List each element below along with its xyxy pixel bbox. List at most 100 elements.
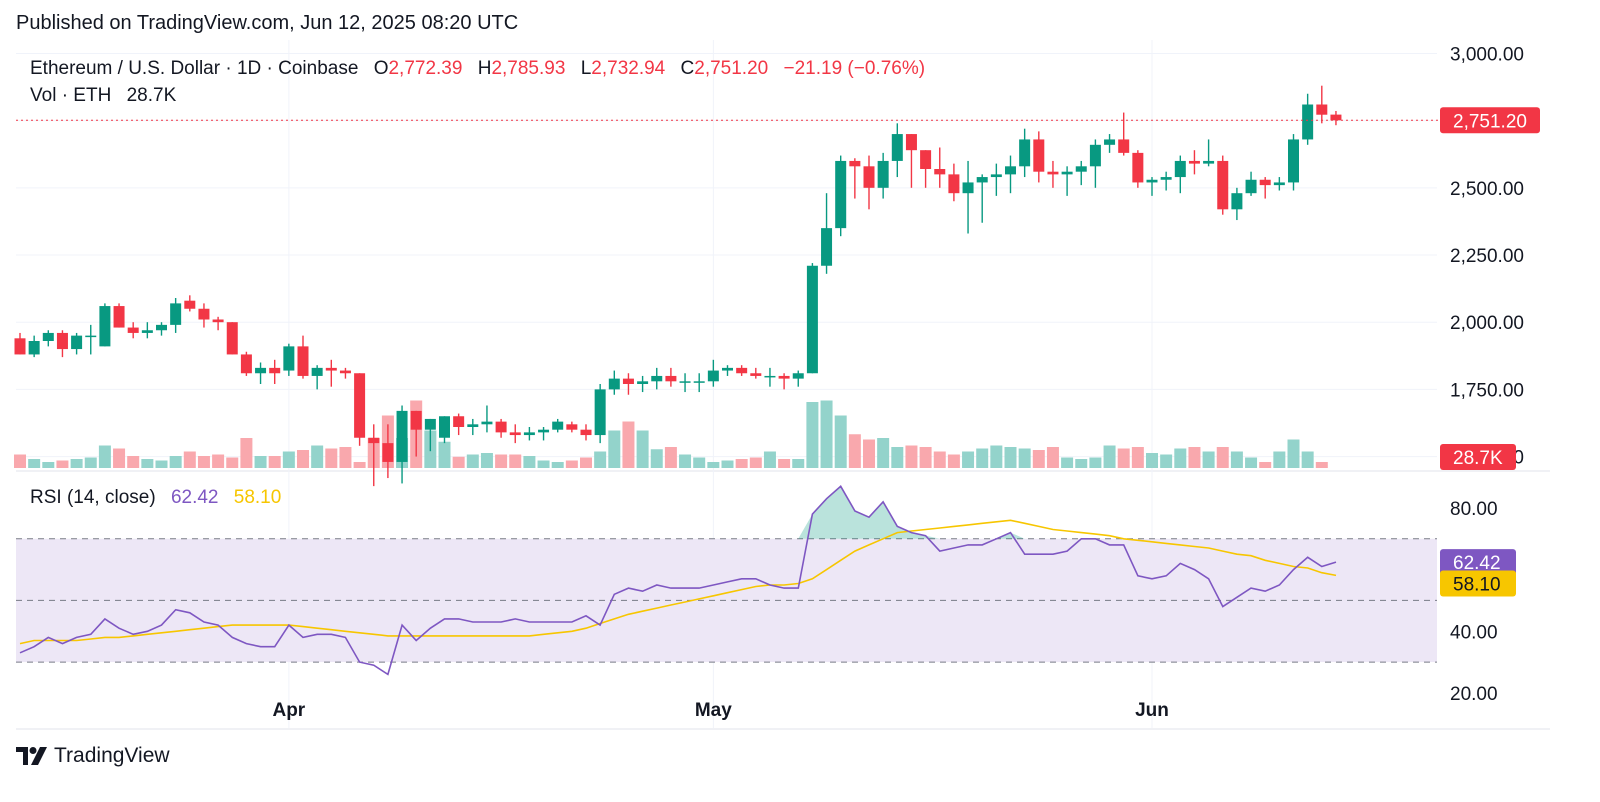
candle (113, 303, 125, 328)
volume-bar (778, 459, 791, 468)
candle-body (722, 367, 733, 371)
candle-body (1061, 171, 1073, 175)
tradingview-footer[interactable]: TradingView (16, 744, 170, 768)
close-value: 2,751.20 (694, 58, 769, 79)
candle-body (1005, 166, 1016, 175)
volume-bar (792, 459, 805, 468)
candle (736, 365, 748, 376)
volume-bar (1287, 439, 1300, 468)
candle (934, 147, 946, 188)
volume-bar (763, 451, 776, 468)
volume-bar (1273, 451, 1286, 468)
candle (905, 134, 917, 188)
candle-body (255, 367, 267, 374)
price-tick-label: 3,000.00 (1450, 44, 1524, 65)
candle-body (1019, 139, 1031, 167)
candle-body (778, 375, 790, 379)
candle (410, 410, 422, 457)
volume-bar (1103, 445, 1116, 468)
tradingview-brand: TradingView (54, 744, 170, 767)
volume-bar (226, 457, 239, 468)
candle (764, 367, 776, 387)
volume-label[interactable]: Vol · ETH (30, 85, 112, 106)
candle (1302, 93, 1314, 145)
candle-body (1203, 160, 1215, 164)
chart-canvas[interactable]: 3,000.002,750.002,500.002,250.002,000.00… (0, 0, 1600, 740)
candle (622, 373, 634, 395)
candle (1174, 155, 1186, 194)
candle (778, 373, 790, 390)
price-tick-label: 2,000.00 (1450, 313, 1524, 334)
candle-body (1075, 166, 1087, 172)
rsi-value: 62.42 (170, 487, 219, 508)
volume-bar (806, 402, 819, 468)
symbol-title[interactable]: Ethereum / U.S. Dollar · 1D · Coinbase (30, 58, 359, 79)
volume-bar (749, 457, 762, 468)
volume-bar (636, 430, 649, 468)
low-label: L (580, 58, 592, 79)
volume-bar (919, 447, 932, 468)
volume-bar (608, 430, 621, 468)
candle (283, 343, 295, 376)
rsi-label[interactable]: RSI (14, close) (30, 487, 156, 508)
candle (141, 322, 153, 339)
volume-bar (141, 459, 154, 468)
volume-bar (1089, 457, 1102, 468)
candle-body (509, 432, 521, 436)
candle (637, 375, 649, 393)
candle-body (1033, 139, 1045, 172)
candle-body (453, 416, 465, 427)
candle (382, 424, 394, 479)
volume-bar (707, 462, 720, 468)
rsi-line (19, 485, 1337, 676)
candle-body (1217, 160, 1229, 210)
volume-value: 28.7K (126, 85, 177, 106)
candle-body (863, 166, 875, 188)
volume-bar (297, 450, 309, 468)
volume-bar (268, 456, 281, 468)
candle-body (693, 381, 705, 383)
candle-body (56, 332, 68, 350)
volume-bar (1160, 454, 1173, 468)
candle-body (1259, 179, 1271, 186)
candle (665, 367, 677, 387)
candle (184, 295, 196, 312)
volume-bar (1230, 451, 1243, 468)
candle (1132, 150, 1144, 188)
volume-bar (84, 457, 97, 468)
candle-body (212, 319, 224, 323)
candle-body (127, 327, 139, 333)
volume-bar (28, 459, 41, 468)
candle (538, 427, 550, 441)
candle (1019, 128, 1031, 178)
candle-body (891, 134, 903, 161)
volume-bar (509, 454, 522, 468)
candle-body (1302, 104, 1314, 140)
volume-bar (735, 459, 748, 468)
candle-body (42, 332, 54, 341)
candle (679, 373, 691, 393)
candle (453, 413, 465, 436)
volume-bar (1032, 450, 1045, 468)
volume-bar (721, 460, 734, 468)
candle-body (85, 335, 97, 338)
candle-body (28, 341, 40, 355)
candle-body (240, 354, 252, 374)
time-tick-label: Apr (272, 700, 305, 721)
candle (707, 359, 719, 387)
candle-body (495, 421, 507, 433)
volume-bar (197, 456, 210, 468)
candle (891, 123, 903, 178)
volume-bar (523, 456, 536, 468)
volume-bar (127, 456, 140, 468)
candle (1061, 166, 1073, 196)
candle-body (580, 429, 592, 436)
candle-body (382, 443, 394, 462)
candle-body (1132, 152, 1144, 183)
candle-body (325, 367, 337, 371)
candle (1245, 171, 1257, 196)
candle-body (764, 375, 776, 378)
rsi-legend: RSI (14, close) 62.42 58.10 (30, 487, 281, 509)
rsi-tick-label: 80.00 (1450, 499, 1498, 520)
candle-body (651, 375, 663, 382)
